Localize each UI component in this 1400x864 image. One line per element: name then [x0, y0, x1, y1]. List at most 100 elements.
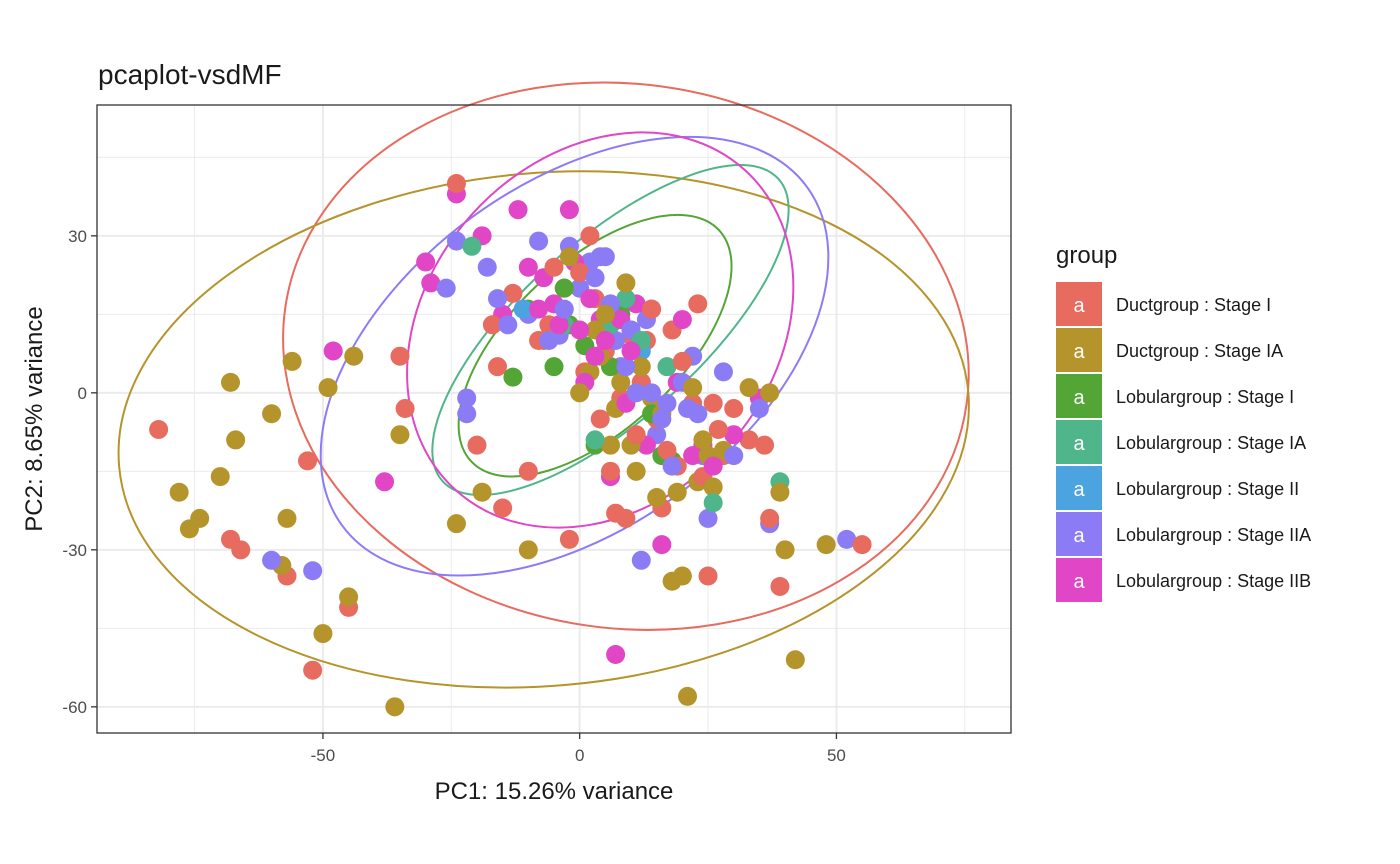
data-point	[503, 283, 523, 303]
data-point	[585, 346, 605, 366]
y-axis-ticks: -60 -30 0 30	[62, 227, 97, 717]
data-point	[672, 351, 692, 371]
data-point	[518, 461, 538, 481]
data-point	[703, 456, 723, 476]
data-point	[421, 273, 441, 293]
data-point	[221, 529, 241, 549]
data-point	[760, 383, 780, 403]
legend-key	[1056, 328, 1102, 372]
data-point	[626, 461, 646, 481]
data-point	[739, 430, 759, 450]
data-point	[488, 289, 508, 309]
data-point	[703, 393, 723, 413]
data-point	[416, 252, 436, 272]
legend-key-glyph: a	[1073, 341, 1085, 363]
data-point	[570, 383, 590, 403]
data-point	[667, 482, 687, 502]
data-point	[559, 247, 579, 267]
data-point	[375, 472, 395, 492]
data-point	[657, 357, 677, 377]
legend-label: Lobulargroup : Stage IIB	[1116, 571, 1311, 591]
grid-minor	[97, 105, 1011, 733]
plot-panel-background	[97, 105, 1011, 733]
data-point	[611, 372, 631, 392]
data-point	[852, 535, 872, 555]
data-point	[529, 231, 549, 251]
x-tick-label: -50	[311, 746, 336, 765]
data-point	[688, 404, 708, 424]
data-point	[621, 341, 641, 361]
data-point	[559, 200, 579, 220]
data-point	[344, 346, 364, 366]
data-point	[503, 367, 523, 387]
data-point	[580, 226, 600, 246]
data-points	[149, 174, 872, 717]
data-point	[585, 430, 605, 450]
data-point	[657, 440, 677, 460]
legend-label: Lobulargroup : Stage IIA	[1116, 525, 1311, 545]
plot-panel-border	[96, 104, 1012, 734]
data-point	[724, 425, 744, 445]
data-point	[642, 383, 662, 403]
data-point	[313, 624, 333, 644]
data-point	[770, 482, 790, 502]
data-point	[169, 482, 189, 502]
data-point	[683, 378, 703, 398]
data-point	[631, 550, 651, 570]
data-point	[616, 273, 636, 293]
data-point	[616, 508, 636, 528]
data-point	[724, 446, 744, 466]
data-point	[559, 529, 579, 549]
data-point	[600, 461, 620, 481]
data-point	[390, 346, 410, 366]
data-point	[657, 393, 677, 413]
data-point	[688, 294, 708, 314]
legend-label: Lobulargroup : Stage I	[1116, 387, 1294, 407]
data-point	[713, 362, 733, 382]
data-point	[436, 278, 456, 298]
data-point	[642, 299, 662, 319]
y-tick-label: 30	[68, 227, 87, 246]
data-point	[652, 409, 672, 429]
x-tick-label: 0	[575, 746, 584, 765]
legend-key	[1056, 466, 1102, 510]
legend-key	[1056, 420, 1102, 464]
plot-panel	[96, 81, 1012, 734]
data-point	[390, 425, 410, 445]
legend-title: group	[1056, 242, 1117, 269]
legend-item: a Lobulargroup : Stage I	[1056, 374, 1294, 418]
x-tick-label: 50	[827, 746, 846, 765]
data-point	[616, 357, 636, 377]
data-point	[755, 435, 775, 455]
y-tick-label: 0	[78, 384, 87, 403]
data-point	[446, 231, 466, 251]
data-point	[262, 550, 282, 570]
data-point	[298, 451, 318, 471]
data-point	[467, 435, 487, 455]
data-point	[837, 529, 857, 549]
data-point	[703, 477, 723, 497]
data-point	[457, 404, 477, 424]
data-point	[770, 576, 790, 596]
confidence-ellipse	[117, 170, 970, 689]
data-point	[693, 430, 713, 450]
data-point	[708, 419, 728, 439]
data-point	[544, 257, 564, 277]
data-point	[385, 697, 405, 717]
data-point	[616, 289, 636, 309]
data-point	[262, 404, 282, 424]
data-point	[647, 488, 667, 507]
legend-key-glyph: a	[1073, 433, 1085, 455]
data-point	[303, 660, 323, 680]
data-point	[446, 514, 466, 534]
data-point	[595, 304, 615, 324]
data-point	[226, 430, 246, 450]
legend-key	[1056, 512, 1102, 556]
legend-item: a Lobulargroup : Stage IA	[1056, 420, 1306, 464]
data-point	[318, 378, 338, 398]
data-point	[221, 372, 241, 392]
data-point	[323, 341, 343, 361]
data-point	[539, 331, 559, 350]
legend-item: a Lobulargroup : Stage IIA	[1056, 512, 1311, 556]
